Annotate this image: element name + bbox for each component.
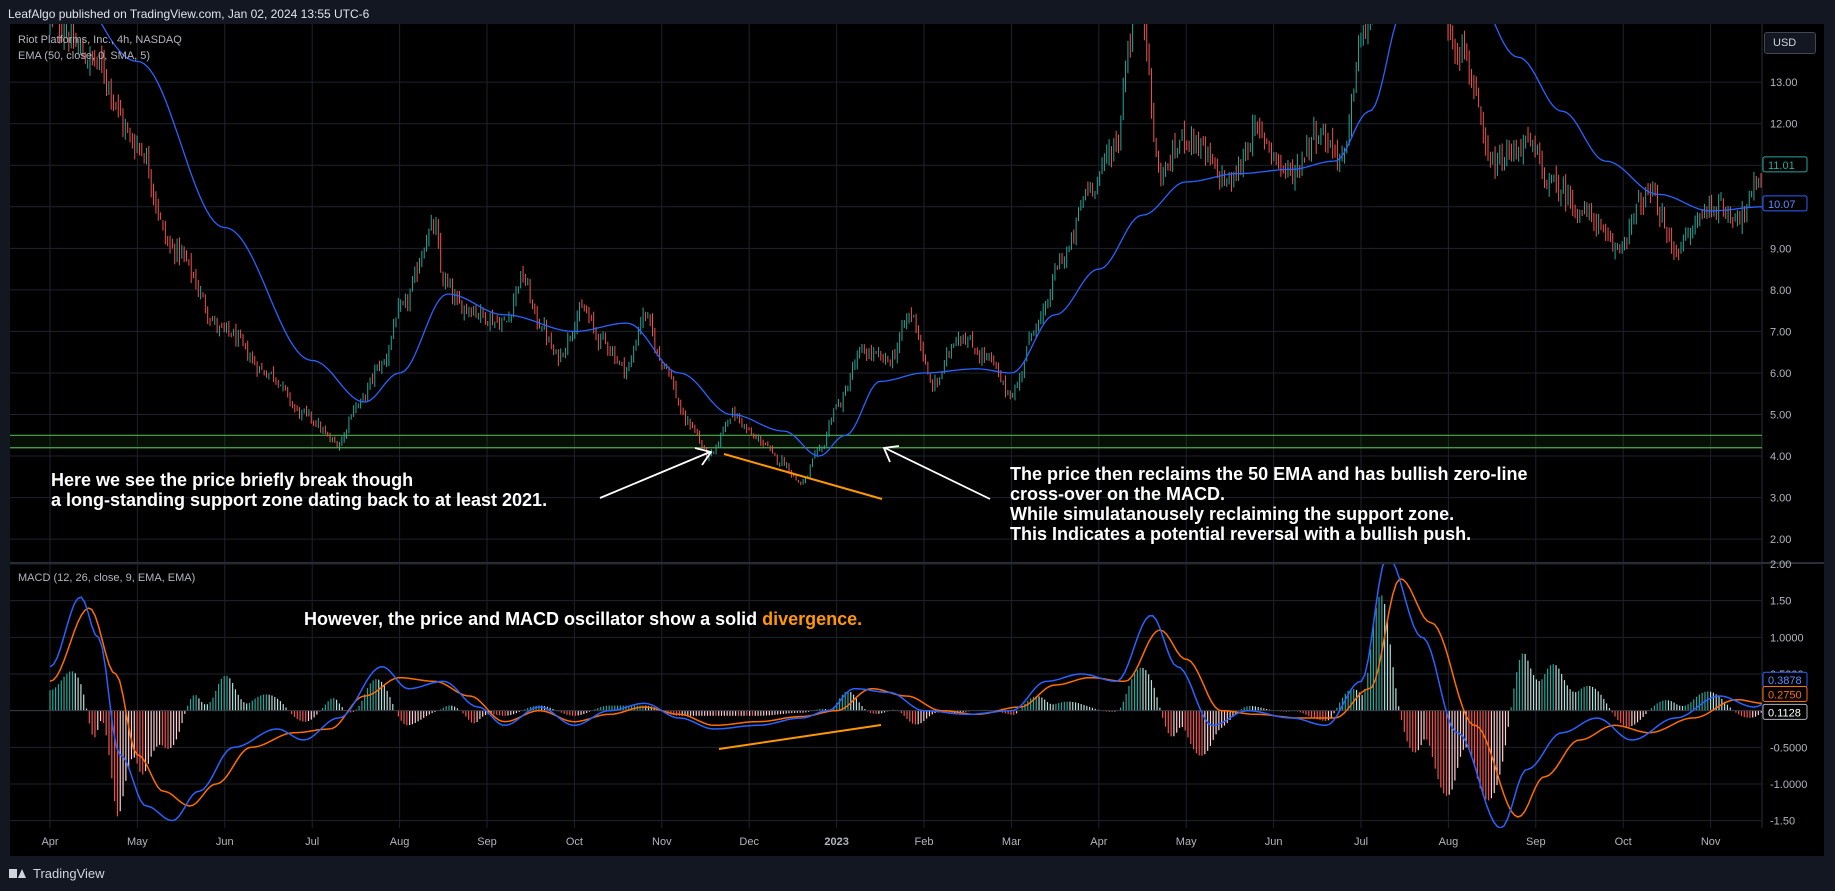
time-tick-label: 2023 [824,836,848,848]
macd-tick-label: 1.50 [1770,596,1791,608]
price-pane[interactable] [10,24,1762,562]
annotation-arrows [599,445,991,500]
price-tick-label: 5.00 [1770,410,1791,422]
time-tick-label: Jun [1265,836,1283,848]
ema-last-label-box [1762,195,1808,212]
time-axis[interactable]: Apr May Jun Jul Aug Sep Oct Nov Dec 2023 Feb Mar Apr… [41,836,1720,848]
macd-pane[interactable] [10,564,1762,828]
signal-line [49,577,1762,818]
price-tick-label: 4.00 [1770,451,1791,463]
time-tick-label: Jul [305,836,319,848]
time-tick-label: Jul [1354,836,1368,848]
tradingview-logo-icon [9,868,27,879]
last-price-label: 11.01 [1768,160,1795,172]
time-tick-label: Aug [1439,836,1459,848]
macd-tick-label: 1.0000 [1770,632,1804,644]
right-annotation-line3: While simulatanousely reclaiming the sup… [1010,504,1455,524]
last-value-labels: 11.01 10.07 0.3878 0.2750 0.1128 [1762,156,1808,720]
right-annotation: The price then reclaims the 50 EMA and h… [1010,464,1527,544]
ema-50-line [100,24,1762,457]
left-annotation-line1: Here we see the price briefly break thou… [51,470,414,490]
price-tick-label: 7.00 [1770,326,1791,338]
currency-selector[interactable]: USD [1764,32,1816,54]
support-zone-fill [10,435,1762,448]
signal-last-label: 0.2750 [1768,690,1802,702]
price-tick-label: 3.00 [1770,493,1791,505]
right-arrow-shaft [884,447,991,500]
left-arrow-head [694,447,713,466]
time-tick-label: Nov [1701,836,1721,848]
ema-legend[interactable]: EMA (50, close, 0, SMA, 5) [18,50,151,62]
price-axis-pane[interactable] [1762,24,1824,562]
right-annotation-line4: This Indicates a potential reversal with… [1010,524,1472,544]
histogram-last-label-box [1762,703,1808,720]
price-trendline [723,453,883,500]
support-zone [10,434,1762,449]
price-tick-label: 12.00 [1770,119,1798,131]
left-annotation-line2: a long-standing support zone dating back… [51,490,548,510]
left-arrow-shaft [599,451,711,499]
macd-tick-label: -0.5000 [1770,742,1807,754]
grid-lines [10,24,1762,828]
candlesticks [49,24,1762,486]
time-tick-label: Oct [1615,836,1632,848]
macd-line [49,564,1762,828]
price-legend: Riot Platforms, Inc., 4h, NASDAQ EMA (50… [18,32,182,64]
footer-brand: TradingView [33,866,105,881]
last-price-label-box [1762,156,1808,173]
divergence-drawings [718,453,883,750]
macd-tick-label: 2.00 [1770,559,1791,571]
symbol-legend[interactable]: Riot Platforms, Inc., 4h, NASDAQ [18,34,182,46]
signal-last-label-box [1762,686,1808,702]
right-annotation-line1: The price then reclaims the 50 EMA and h… [1010,464,1528,484]
tradingview-footer[interactable]: TradingView [9,866,105,881]
time-tick-label: Nov [652,836,672,848]
macd-annotation-highlight: divergence. [762,609,863,629]
time-tick-label: Oct [566,836,583,848]
macd-tick-label: -1.0000 [1770,779,1807,791]
publish-header: LeafAlgo published on TradingView.com, J… [8,7,370,21]
time-tick-label: Mar [1002,836,1021,848]
price-tick-label: 8.00 [1770,285,1791,297]
price-tick-label: 6.00 [1770,368,1791,380]
time-tick-label: Aug [390,836,410,848]
price-tick-label: 13.00 [1770,77,1798,89]
time-tick-label: Sep [1526,836,1546,848]
macd-tick-label: -1.50 [1770,816,1795,828]
macd-legend[interactable]: MACD (12, 26, close, 9, EMA, EMA) [18,572,196,584]
macd-last-label: 0.3878 [1768,675,1802,687]
time-tick-label: Feb [915,836,934,848]
price-tick-label: 9.00 [1770,243,1791,255]
histogram-last-label: 0.1128 [1768,707,1801,719]
time-tick-label: May [1176,836,1197,848]
macd-trendline [718,724,882,750]
time-tick-label: Dec [739,836,759,848]
right-arrow-head [882,445,900,463]
time-axis-pane[interactable] [10,828,1824,856]
ema-last-label: 10.07 [1768,199,1796,211]
time-tick-label: Jun [216,836,234,848]
price-tick-label: 2.00 [1770,534,1791,546]
macd-annotation-text: However, the price and MACD oscillator s… [304,609,763,629]
time-tick-label: Apr [41,836,58,848]
right-annotation-line2: cross-over on the MACD. [1010,484,1226,504]
time-tick-label: Sep [477,836,497,848]
time-tick-label: May [127,836,148,848]
left-annotation: Here we see the price briefly break thou… [51,470,547,510]
time-tick-label: Apr [1090,836,1107,848]
macd-annotation: However, the price and MACD oscillator s… [304,609,862,629]
